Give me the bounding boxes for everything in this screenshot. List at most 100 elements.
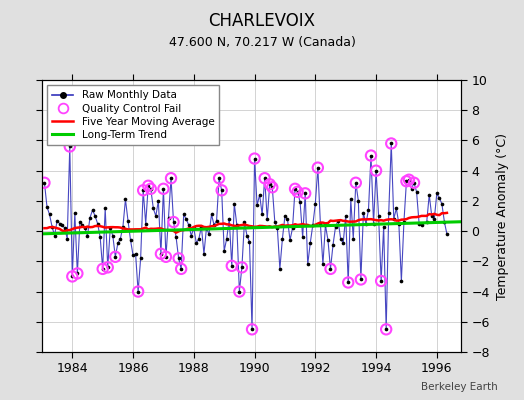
Point	[144, 182, 152, 189]
Point	[202, 225, 211, 231]
Point	[367, 152, 375, 159]
Point	[268, 184, 277, 190]
Point	[101, 205, 110, 212]
Point	[278, 236, 287, 242]
Point	[91, 213, 99, 219]
Point	[235, 288, 244, 295]
Point	[136, 255, 145, 262]
Point	[293, 189, 302, 195]
Point	[336, 236, 345, 242]
Point	[266, 181, 274, 188]
Point	[139, 187, 147, 194]
Point	[40, 180, 49, 186]
Point	[250, 155, 259, 162]
Point	[48, 223, 56, 230]
Point	[286, 237, 294, 243]
Point	[273, 225, 281, 231]
Point	[124, 217, 132, 224]
Point	[255, 192, 264, 198]
Point	[212, 217, 221, 224]
Point	[208, 211, 216, 218]
Point	[217, 187, 226, 194]
Point	[157, 250, 165, 257]
Point	[314, 164, 322, 171]
Point	[230, 201, 238, 207]
Point	[174, 255, 183, 262]
Point	[172, 234, 180, 240]
Point	[415, 220, 423, 227]
Point	[428, 213, 436, 219]
Point	[377, 278, 385, 284]
Point	[374, 213, 383, 219]
Point	[141, 220, 150, 227]
Point	[217, 187, 226, 194]
Point	[169, 219, 178, 225]
Point	[177, 266, 185, 272]
Point	[357, 276, 365, 283]
Point	[162, 254, 170, 260]
Point	[177, 266, 185, 272]
Point	[182, 216, 190, 222]
Point	[324, 237, 332, 243]
Point	[227, 263, 236, 269]
Point	[68, 273, 77, 280]
Point	[89, 207, 97, 213]
Point	[263, 216, 271, 222]
Point	[433, 190, 441, 196]
Point	[392, 205, 400, 212]
Point	[116, 236, 125, 242]
Point	[243, 232, 251, 239]
Point	[159, 186, 168, 192]
Point	[83, 232, 92, 239]
Text: Berkeley Earth: Berkeley Earth	[421, 382, 498, 392]
Point	[291, 186, 299, 192]
Point	[111, 254, 119, 260]
Point	[227, 263, 236, 269]
Point	[245, 238, 254, 245]
Point	[402, 178, 411, 184]
Point	[248, 326, 256, 332]
Point	[165, 214, 173, 221]
Point	[162, 254, 170, 260]
Point	[147, 186, 155, 192]
Point	[240, 219, 248, 225]
Point	[174, 255, 183, 262]
Point	[352, 180, 360, 186]
Point	[86, 214, 94, 221]
Point	[114, 240, 122, 246]
Point	[104, 264, 112, 270]
Point	[238, 264, 246, 270]
Point	[119, 223, 127, 230]
Point	[169, 219, 178, 225]
Point	[73, 270, 82, 277]
Point	[326, 266, 335, 272]
Legend: Raw Monthly Data, Quality Control Fail, Five Year Moving Average, Long-Term Tren: Raw Monthly Data, Quality Control Fail, …	[47, 85, 220, 145]
Point	[75, 219, 84, 225]
Point	[121, 196, 129, 202]
Point	[405, 176, 413, 183]
Point	[58, 222, 67, 228]
Point	[321, 222, 330, 228]
Point	[372, 168, 380, 174]
Point	[291, 186, 299, 192]
Point	[233, 222, 241, 228]
Point	[306, 240, 314, 246]
Point	[354, 198, 363, 204]
Point	[309, 222, 317, 228]
Point	[215, 175, 223, 182]
Point	[440, 219, 449, 225]
Point	[81, 225, 89, 231]
Point	[106, 225, 114, 231]
Point	[99, 266, 107, 272]
Point	[316, 220, 324, 227]
Point	[344, 279, 353, 286]
Point	[395, 220, 403, 227]
Point	[319, 261, 327, 268]
Point	[111, 254, 119, 260]
Point	[342, 213, 350, 219]
Point	[68, 273, 77, 280]
Point	[311, 201, 320, 207]
Point	[435, 195, 443, 201]
Point	[220, 248, 228, 254]
Point	[268, 184, 277, 190]
